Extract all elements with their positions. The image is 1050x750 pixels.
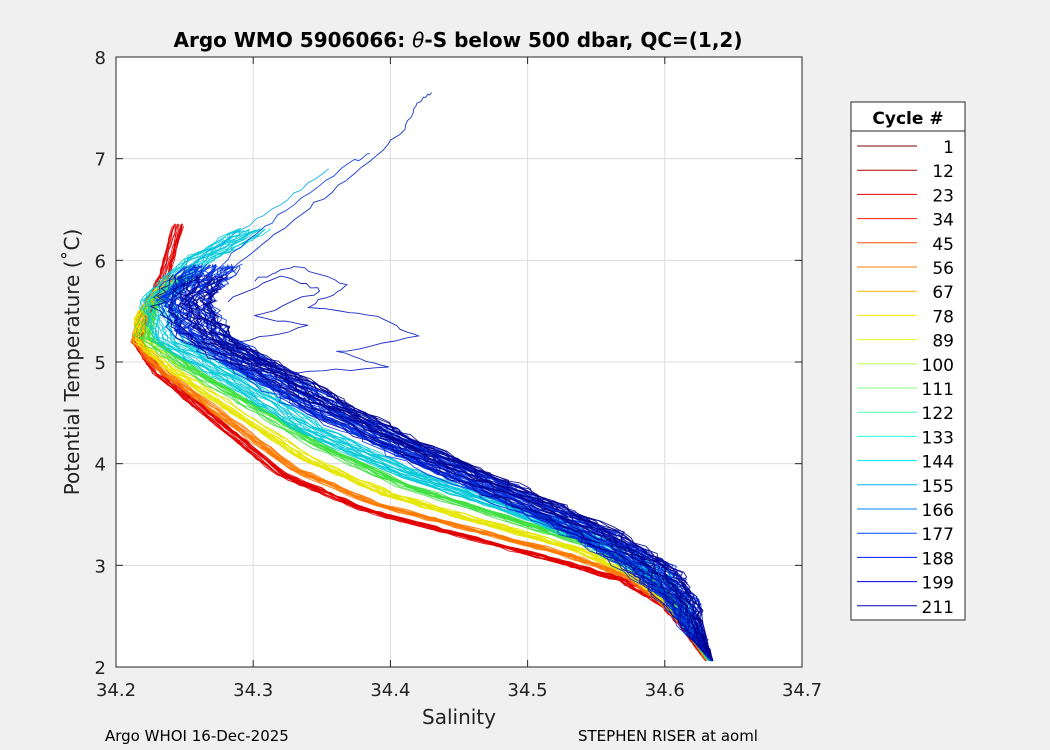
x-tick-label: 34.2	[96, 680, 136, 701]
footer-right: STEPHEN RISER at aoml	[578, 727, 758, 745]
y-tick-label: 7	[95, 150, 106, 171]
series-line	[210, 92, 432, 292]
legend-label: 166	[922, 501, 954, 521]
series-line	[152, 264, 712, 662]
series-line	[205, 274, 714, 662]
legend-label: 89	[932, 332, 954, 352]
legend-title: Cycle #	[872, 109, 943, 129]
legend-label: 56	[932, 259, 954, 279]
series-line	[180, 275, 714, 662]
x-tick-label: 34.5	[508, 680, 548, 701]
footer-left: Argo WHOI 16-Dec-2025	[105, 727, 289, 745]
series-line	[186, 168, 329, 272]
series-line	[153, 228, 711, 662]
legend-label: 1	[943, 138, 954, 158]
legend-label: 23	[932, 186, 954, 206]
series-line	[191, 274, 714, 662]
y-tick-label: 3	[95, 556, 106, 577]
y-tick-label: 2	[95, 658, 106, 679]
series-line	[199, 275, 714, 662]
legend-label: 122	[922, 404, 954, 424]
series-line	[190, 265, 712, 662]
legend: Cycle # 1 12 23 34 45 56 67 78 89 100 111 122 133 144…	[850, 101, 966, 621]
series-line	[227, 275, 321, 343]
legend-label: 12	[932, 162, 954, 182]
legend-label: 144	[922, 453, 954, 473]
legend-label: 199	[922, 574, 954, 594]
x-axis-label: Salinity	[422, 705, 496, 729]
x-tick-label: 34.7	[782, 680, 822, 701]
legend-label: 34	[932, 211, 954, 231]
y-tick-label: 4	[95, 455, 106, 476]
legend-label: 111	[922, 380, 954, 400]
legend-label: 78	[932, 307, 954, 327]
axis-ticks: 34.2 34.3 34.4 34.5 34.6 34.7 2 3 4 5 6 7 8	[95, 48, 822, 701]
series-line	[168, 276, 714, 662]
legend-label: 177	[922, 525, 954, 545]
x-tick-label: 34.6	[645, 680, 685, 701]
y-tick-label: 6	[95, 251, 106, 272]
legend-label: 188	[922, 549, 954, 569]
y-tick-label: 5	[95, 353, 106, 374]
y-axis-label: Potential Temperature (˚C)	[60, 229, 84, 496]
series-line	[168, 275, 714, 662]
y-tick-label: 8	[95, 48, 106, 69]
legend-label: 67	[932, 283, 954, 303]
x-tick-label: 34.3	[233, 680, 273, 701]
series-line	[199, 153, 370, 293]
x-tick-label: 34.4	[370, 680, 410, 701]
series-line	[149, 274, 714, 662]
series-line	[186, 274, 714, 662]
series-line	[169, 264, 712, 662]
legend-label: 133	[922, 428, 954, 448]
legend-label: 45	[932, 235, 954, 255]
series-line	[252, 266, 421, 375]
chart-title: Argo WMO 5906066: θ-S below 500 dbar, QC…	[174, 28, 743, 52]
series-line	[194, 275, 714, 662]
series-line	[178, 274, 714, 662]
legend-label: 211	[922, 598, 954, 618]
legend-label: 155	[922, 477, 954, 497]
series-group	[130, 92, 714, 662]
legend-label: 100	[922, 356, 954, 376]
